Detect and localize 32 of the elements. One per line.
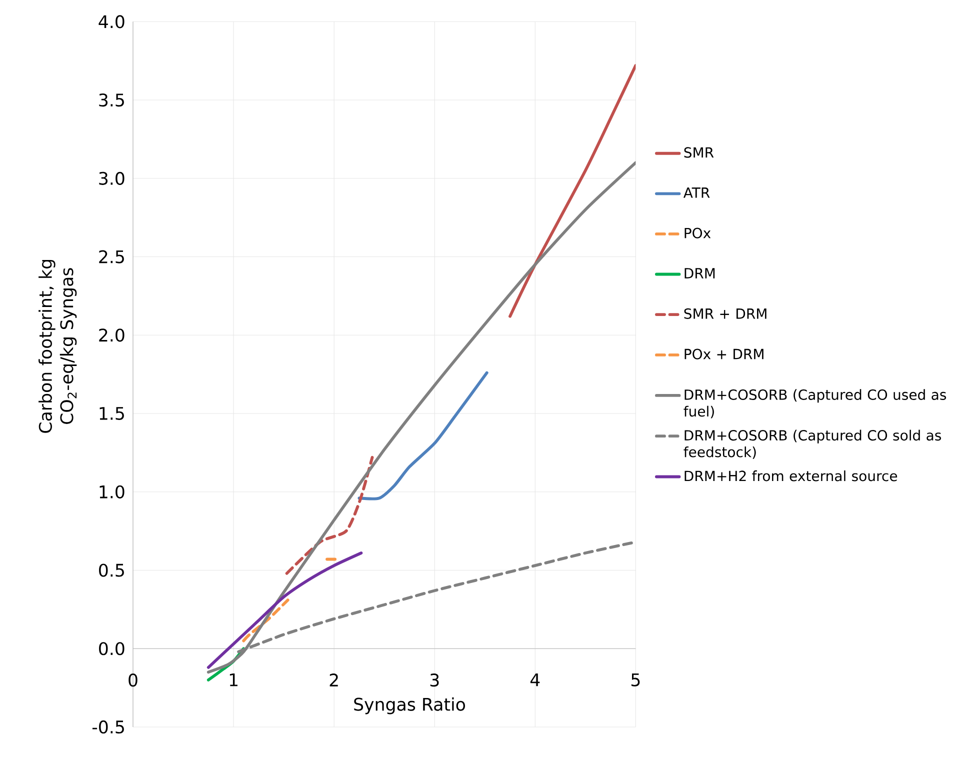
y-tick-label: 0.0	[99, 642, 124, 656]
y-tick-label: 3.0	[99, 172, 124, 185]
y-tick-label: 2.0	[99, 328, 124, 342]
y-tick-label: 1.5	[100, 407, 124, 420]
x-tick-label: 0	[128, 674, 138, 687]
x-tick-label: 4	[530, 674, 540, 686]
legend-label: SMR	[684, 147, 714, 158]
legend-label: DRM	[684, 268, 715, 278]
line-series	[206, 161, 636, 674]
legend-label: DRM+COSORB (Captured CO sold as feedstock)	[684, 430, 942, 459]
legend-label: SMR + DRM	[684, 308, 766, 319]
y-tick-label: 2.5	[99, 250, 124, 264]
x-tick-label: 3	[430, 674, 439, 687]
legend-label: POx + DRM	[684, 348, 764, 360]
line-series	[242, 598, 290, 642]
y-tick-label: 4.0	[98, 15, 124, 28]
legend-label: DRM+H2 from external source	[684, 470, 898, 482]
x-tick-label: 2	[330, 674, 338, 686]
line-series	[285, 456, 374, 575]
legend-label: DRM+COSORB (Captured CO used as fuel)	[684, 389, 946, 418]
x-tick-label: 5	[631, 674, 640, 686]
legend-label: ATR	[683, 188, 710, 198]
y-tick-label: -0.5	[92, 720, 124, 734]
line-series	[358, 371, 488, 500]
y-tick-label: 1.0	[100, 485, 124, 498]
y-tick-label: 0.5	[99, 564, 124, 577]
x-axis-title: Syngas Ratio	[354, 697, 466, 714]
line-series	[508, 64, 636, 318]
x-tick-label: 1	[230, 674, 238, 686]
line-series	[206, 552, 363, 669]
y-tick-label: 3.5	[99, 93, 124, 107]
legend-label: POx	[684, 228, 711, 238]
